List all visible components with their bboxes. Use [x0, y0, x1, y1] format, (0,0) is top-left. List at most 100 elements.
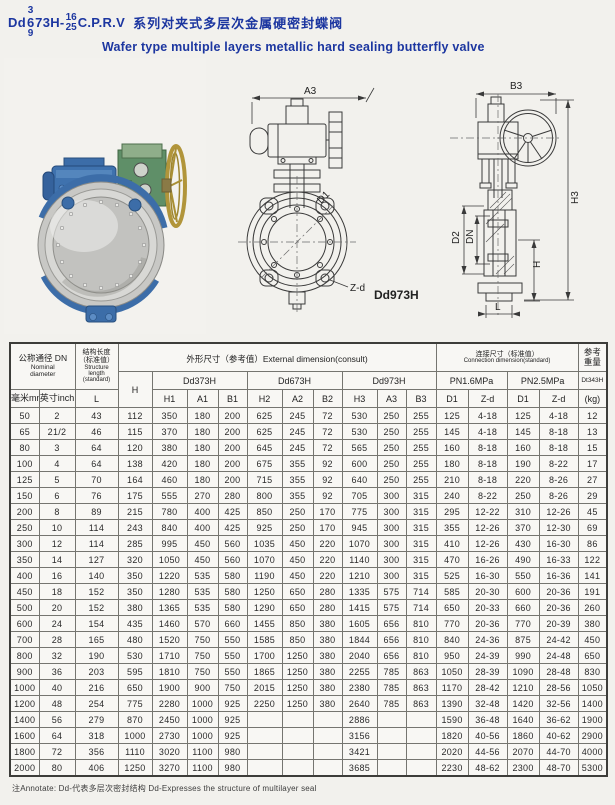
table-cell: 2070	[506, 743, 540, 760]
table-row: 1400 56 279 870 2450 1000 925 2886 1590 36-48 1640…	[9, 711, 608, 728]
table-cell: 380	[117, 599, 153, 616]
table-cell: 580	[217, 567, 248, 584]
table-cell: 830	[577, 663, 608, 680]
valve-photo-illustration	[4, 58, 206, 334]
table-cell: 255	[405, 471, 437, 488]
table-cell: 650	[435, 599, 469, 616]
table-cell: 430	[506, 535, 540, 552]
col-header-a1: A1	[186, 389, 219, 408]
table-row: 1600 64 318 1000 2730 1000 925 3156 1820 40-56 186…	[9, 727, 608, 744]
table-cell: 280	[312, 599, 343, 616]
table-cell: 12-22	[467, 503, 508, 520]
table-cell: 220	[312, 567, 343, 584]
table-cell: 980	[217, 759, 248, 777]
table-cell: 1844	[341, 631, 378, 648]
table-cell: 20-36	[538, 599, 579, 616]
table-cell: 1250	[117, 759, 153, 777]
table-cell: 4-18	[467, 407, 508, 424]
table-cell: 125	[9, 471, 40, 488]
table-cell: 785	[376, 695, 407, 712]
table-row: 2000 80 406 1250 3270 1100 980 3685 2230 48-62 230…	[9, 759, 608, 777]
table-cell: 1365	[151, 599, 188, 616]
table-cell: 700	[9, 631, 40, 648]
table-cell: 20	[38, 599, 76, 616]
table-cell: 450	[186, 551, 219, 568]
table-cell: 2250	[246, 695, 283, 712]
table-cell: 175	[117, 487, 153, 504]
table-cell: 120	[117, 439, 153, 456]
table-cell: 76	[74, 487, 119, 504]
table-cell: 300	[376, 551, 407, 568]
table-cell: 1050	[577, 679, 608, 696]
table-cell: 775	[341, 503, 378, 520]
table-cell: 1590	[435, 711, 469, 728]
table-cell: 285	[117, 535, 153, 552]
table-row: 200 8 89 215 780 400 425 850 250 170 775 300 315 295 1…	[9, 503, 608, 520]
table-cell: 555	[151, 487, 188, 504]
dim-label-zd: Z-d	[350, 283, 365, 294]
table-cell: 12	[577, 407, 608, 424]
table-cell: 115	[117, 423, 153, 440]
table-cell: 1700	[246, 647, 283, 664]
table-cell: 660	[217, 615, 248, 632]
table-cell: 1210	[341, 567, 378, 584]
table-row: 80 3 64 120 380 180 200 645 245 72 565 250 255 160 8-1…	[9, 439, 608, 456]
table-cell	[281, 743, 314, 760]
table-cell: 92	[312, 471, 343, 488]
table-cell: 200	[217, 439, 248, 456]
dim-h: H	[518, 239, 543, 302]
model-prefix: Dd	[8, 15, 26, 30]
table-cell: 320	[117, 551, 153, 568]
table-cell: 152	[74, 583, 119, 600]
table-cell: 24-36	[467, 631, 508, 648]
table-cell: 28-56	[538, 679, 579, 696]
table-cell: 2450	[151, 711, 188, 728]
table-cell: 5	[38, 471, 76, 488]
table-cell: 12-26	[538, 503, 579, 520]
model-tail: C.P.R.V	[77, 15, 126, 30]
table-cell: 1050	[151, 551, 188, 568]
table-cell: 300	[376, 535, 407, 552]
table-cell: 20-30	[467, 583, 508, 600]
table-cell: 750	[186, 663, 219, 680]
table-cell: 200	[217, 423, 248, 440]
table-cell	[376, 759, 407, 777]
table-cell: 16-36	[538, 567, 579, 584]
table-cell: 160	[435, 439, 469, 456]
table-row: 300 12 114 285 995 450 560 1035 450 220 1070 300 315…	[9, 535, 608, 552]
table-cell: 29	[577, 487, 608, 504]
table-cell: 350	[117, 583, 153, 600]
footnote: 注Annotate: Dd-代表多层次密封结构 Dd-Expresses the…	[12, 784, 317, 793]
table-cell: 220	[312, 535, 343, 552]
table-cell: 550	[217, 631, 248, 648]
table-cell: 24-48	[538, 647, 579, 664]
col-header-pn25: PN2.5MPa	[506, 371, 579, 390]
table-cell: 190	[74, 647, 119, 664]
table-cell: 1455	[246, 615, 283, 632]
table-row: 350 14 127 320 1050 450 560 1070 450 220 1140 300 31…	[9, 551, 608, 568]
dim-dn: DN	[465, 215, 490, 265]
table-cell: 13	[577, 423, 608, 440]
table-cell: 714	[405, 599, 437, 616]
table-cell: 1100	[186, 759, 219, 777]
table-cell: 315	[405, 487, 437, 504]
table-cell: 141	[577, 567, 608, 584]
table-cell: 20-36	[467, 615, 508, 632]
dimension-table: 公称通径 DN Nominal diameter 结构长度 （标准值） Stru…	[9, 342, 609, 777]
table-row: 100 4 64 138 420 180 200 675 355 92 600 250 255 180 8-…	[9, 455, 608, 472]
table-cell: 2380	[341, 679, 378, 696]
table-cell: 850	[281, 615, 314, 632]
table-cell: 40-62	[538, 727, 579, 744]
table-cell: 1070	[246, 551, 283, 568]
table-cell: 65	[9, 423, 40, 440]
table-cell: 450	[186, 535, 219, 552]
table-cell: 1290	[246, 599, 283, 616]
table-cell: 2255	[341, 663, 378, 680]
table-cell: 28	[38, 631, 76, 648]
table-cell: 2640	[341, 695, 378, 712]
table-cell: 46	[74, 423, 119, 440]
dim-h3: H3	[524, 99, 581, 301]
table-cell: 410	[435, 535, 469, 552]
col-header-l: L	[74, 389, 119, 408]
table-cell: 295	[435, 503, 469, 520]
